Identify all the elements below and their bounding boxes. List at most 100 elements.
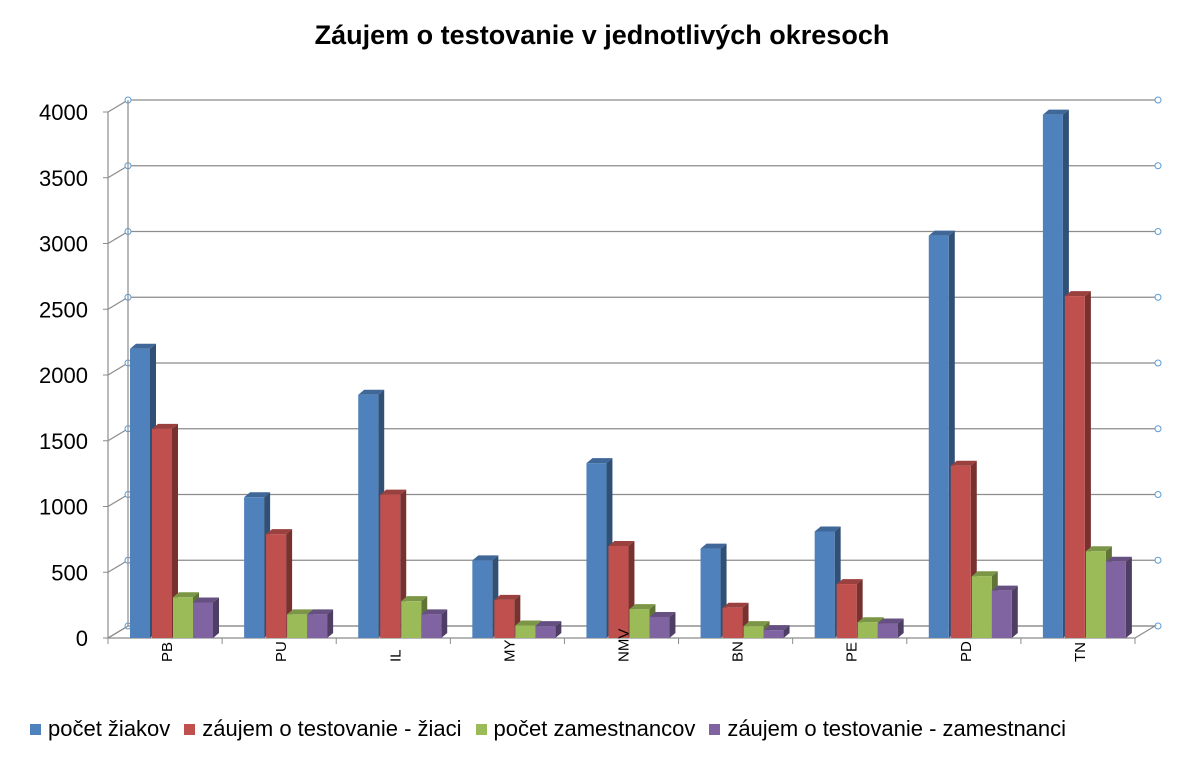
bar: [472, 560, 493, 638]
bar: [287, 614, 308, 638]
grid-marker: [1154, 359, 1162, 367]
legend-swatch: [475, 723, 487, 735]
bar: [494, 599, 515, 638]
gridline-side: [107, 165, 129, 179]
bar: [535, 626, 556, 638]
y-tick-label: 3000: [39, 232, 88, 257]
bar-top: [814, 526, 841, 532]
bar-top: [857, 617, 884, 623]
bar: [1105, 561, 1126, 638]
grid-marker: [1154, 491, 1162, 498]
legend-swatch: [184, 723, 196, 735]
legend-label: počet zamestnancov: [493, 716, 696, 741]
bar-top: [700, 543, 727, 549]
x-tick-label: TN: [1072, 642, 1089, 662]
bar: [1064, 296, 1085, 638]
bar: [649, 616, 670, 638]
bar-side: [555, 621, 562, 638]
bar: [700, 548, 721, 638]
grid-marker: [1154, 162, 1162, 170]
bar-top: [877, 618, 904, 624]
legend-item: počet žiakov: [30, 716, 170, 742]
bar: [266, 534, 287, 638]
bar-top: [991, 585, 1018, 591]
bar: [173, 597, 193, 638]
bar: [991, 590, 1012, 638]
legend-label: záujem o testovanie - žiaci: [202, 716, 462, 741]
bar-top: [1085, 546, 1112, 552]
bar-side: [441, 609, 448, 638]
bar: [743, 626, 764, 638]
x-tick-label: PB: [159, 642, 176, 662]
bar-top: [244, 492, 271, 498]
bar: [608, 545, 629, 638]
y-tick-label: 0: [76, 626, 88, 651]
bar-top: [494, 594, 521, 600]
y-tick-label: 2000: [39, 363, 88, 388]
x-tick-label: PE: [844, 642, 861, 662]
bar: [358, 394, 379, 638]
bar: [971, 576, 992, 638]
bar-top: [608, 540, 635, 546]
bar-top: [649, 611, 676, 617]
bar-top: [193, 597, 219, 603]
bar-side: [1011, 585, 1018, 638]
bar: [629, 609, 650, 638]
x-tick-label: BN: [730, 641, 747, 662]
bar-top: [287, 609, 314, 615]
y-tick-label: 2500: [39, 297, 88, 322]
bar: [836, 584, 857, 638]
bar-top: [763, 625, 790, 631]
bar-top: [401, 596, 428, 602]
bar-top: [950, 460, 977, 466]
gridline-side: [107, 99, 129, 113]
bar-top: [173, 592, 199, 598]
y-tick-label: 3500: [39, 166, 88, 191]
y-tick-label: 4000: [39, 100, 88, 125]
bar-side: [897, 618, 904, 638]
bar-top: [266, 529, 293, 535]
legend-label: počet žiakov: [48, 716, 171, 741]
bar-top: [130, 343, 156, 349]
bar: [877, 623, 898, 638]
bar-side: [783, 625, 790, 638]
legend-swatch: [709, 723, 721, 735]
bar: [244, 497, 265, 638]
x-tick-label: PU: [273, 641, 290, 662]
bar: [130, 348, 150, 638]
legend-item: počet zamestnancov: [475, 716, 696, 742]
legend-label: záujem o testovanie - zamestnanci: [727, 716, 1067, 741]
bar-side: [172, 423, 178, 638]
grid-marker: [1154, 228, 1162, 235]
bar-top: [743, 621, 770, 627]
bar-top: [928, 230, 955, 236]
bar-side: [669, 611, 676, 638]
chart-legend: počet žiakov záujem o testovanie - žiaci p…: [30, 716, 1200, 742]
bar-side: [1125, 556, 1132, 638]
bar-top: [971, 571, 998, 577]
bar: [814, 531, 835, 638]
bar-top: [1042, 109, 1069, 115]
bar: [515, 625, 536, 638]
legend-swatch: [30, 723, 41, 735]
bar: [857, 622, 878, 638]
legend-item: záujem o testovanie - žiaci: [184, 716, 462, 742]
bar-top: [836, 579, 863, 585]
bar-side: [286, 529, 293, 638]
gridline-side: [107, 493, 129, 508]
bar-top: [307, 609, 334, 615]
bar-top: [1105, 556, 1132, 562]
bar-top: [535, 621, 562, 627]
grid-marker: [1154, 556, 1162, 564]
bar-top: [472, 555, 499, 561]
gridline-side: [107, 296, 129, 310]
bar: [586, 463, 607, 638]
x-tick-label: IL: [387, 649, 404, 662]
bar-top: [421, 609, 448, 615]
bar-top: [722, 602, 749, 608]
bar-top: [515, 620, 542, 626]
grid-marker: [1154, 293, 1162, 301]
bar-top: [380, 489, 407, 495]
bar-side: [213, 597, 219, 638]
